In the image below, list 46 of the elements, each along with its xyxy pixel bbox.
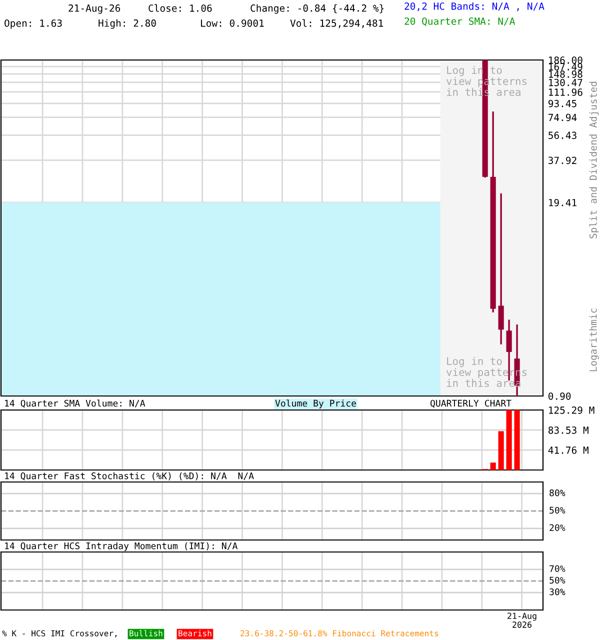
text: Vol: 125,294,481 (290, 19, 383, 28)
y-axis-title: Split and Dividend Adjusted (589, 82, 599, 238)
text: 20% (550, 524, 566, 532)
y-tick-label: 125.29 M (549, 406, 594, 414)
bar (506, 410, 512, 470)
text: Open: 1.63 (4, 19, 62, 29)
text: 14 Quarter SMA Volume: N/A (5, 400, 146, 408)
band-label: Volume By Price (275, 400, 356, 408)
text: Bearish (178, 630, 212, 636)
y-tick-label: 130.47 (549, 78, 582, 86)
text: Bullish (130, 630, 162, 636)
y-tick-label: 148.98 (549, 70, 582, 78)
y-tick-label: 0.90 (548, 392, 571, 400)
y-tick-label: 56.43 (548, 132, 576, 140)
text: 30% (550, 588, 566, 596)
text: Logarithmic (589, 308, 599, 372)
y-tick-label: 74.94 (548, 114, 577, 122)
text: 23.6-38.2-50-61.8% Fibonacci Retracements (240, 630, 438, 636)
y-tick-label: 37.92 (548, 156, 576, 164)
text: 50% (550, 506, 566, 514)
text: 21-Aug 2026 (508, 612, 536, 628)
text: 14 Quarter Fast Stochastic (%K) (%D): N/A N/A (5, 472, 254, 480)
bar (490, 462, 496, 470)
text: 70% (550, 565, 566, 572)
text: QUARTERLY CHART (430, 400, 512, 408)
y-tick-label: 19.41 (549, 198, 576, 206)
text: 50% (550, 576, 566, 584)
text: 20 Quarter SMA: N/A (404, 17, 516, 26)
candlestick (498, 192, 504, 346)
y-tick-label: 111.96 (549, 88, 582, 96)
text: 14 Quarter HCS Intraday Momentum (IMI): N/A (5, 542, 238, 551)
text: Close: 1.06 (148, 4, 212, 12)
text: High: 2.80 (98, 19, 156, 29)
text: 20,2 HC Bands: N/A , N/A (404, 2, 544, 12)
text: Low: 0.9001 (201, 19, 264, 27)
y-tick-label: 186.00 (549, 56, 582, 64)
text: 21-Aug-26 (68, 4, 120, 14)
text: Change: -0.84 {-44.2 %} (250, 4, 384, 14)
text: % K - HCS IMI Crossover, (2, 630, 117, 638)
y-tick-label: 167.49 (549, 63, 582, 70)
y-tick-label: 93.45 (548, 100, 576, 108)
text: 80% (550, 489, 566, 496)
y-tick-label: 83.53 M (548, 426, 588, 434)
bar (498, 431, 504, 470)
bar (514, 410, 520, 470)
y-tick-label: 41.76 M (548, 446, 588, 454)
